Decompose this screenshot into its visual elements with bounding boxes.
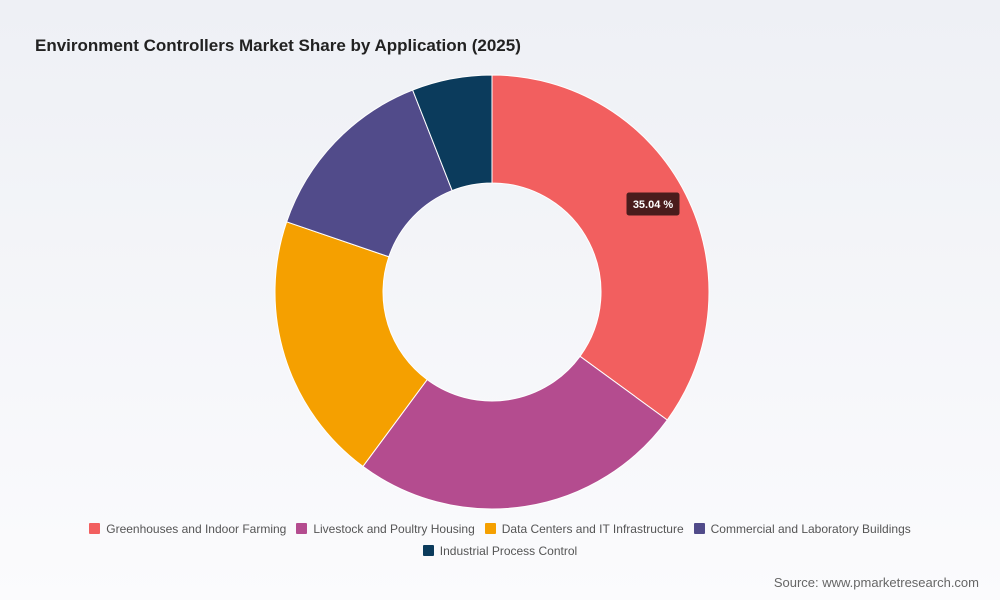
- pie-slice-5[interactable]: [411, 74, 493, 192]
- svg-text:35.04 %: 35.04 %: [633, 199, 674, 211]
- legend-swatch: [296, 523, 308, 534]
- legend-item[interactable]: Commercial and Laboratory Buildings: [693, 518, 911, 540]
- legend-item[interactable]: Industrial Process Control: [422, 540, 578, 562]
- source-note: Source: www.pmarketresearch.com: [773, 575, 979, 590]
- legend-label: Greenhouses and Indoor Farming: [106, 522, 287, 536]
- legend-label: Livestock and Poultry Housing: [313, 522, 475, 536]
- legend-label: Commercial and Laboratory Buildings: [710, 522, 911, 536]
- legend-label: Data Centers and IT Infrastructure: [501, 522, 684, 536]
- chart-title: Environment Controllers Market Share by …: [35, 36, 521, 55]
- legend-item[interactable]: Data Centers and IT Infrastructure: [484, 518, 684, 540]
- legend-swatch: [484, 523, 496, 534]
- chart-legend: Greenhouses and Indoor Farming Livestock …: [60, 518, 940, 562]
- pie-slice-4[interactable]: [286, 89, 453, 258]
- legend-swatch: [89, 523, 101, 534]
- pie-slice-3[interactable]: [274, 221, 428, 468]
- pie-slice-1[interactable]: [491, 74, 710, 421]
- legend-item[interactable]: Greenhouses and Indoor Farming: [89, 518, 286, 540]
- slice-value-label: 35.04 %: [625, 191, 681, 217]
- legend-swatch: [693, 523, 705, 534]
- pie-slice-2[interactable]: [362, 355, 668, 510]
- legend-item[interactable]: Livestock and Poultry Housing: [296, 518, 475, 540]
- legend-swatch: [422, 545, 434, 556]
- legend-label: Industrial Process Control: [439, 544, 578, 558]
